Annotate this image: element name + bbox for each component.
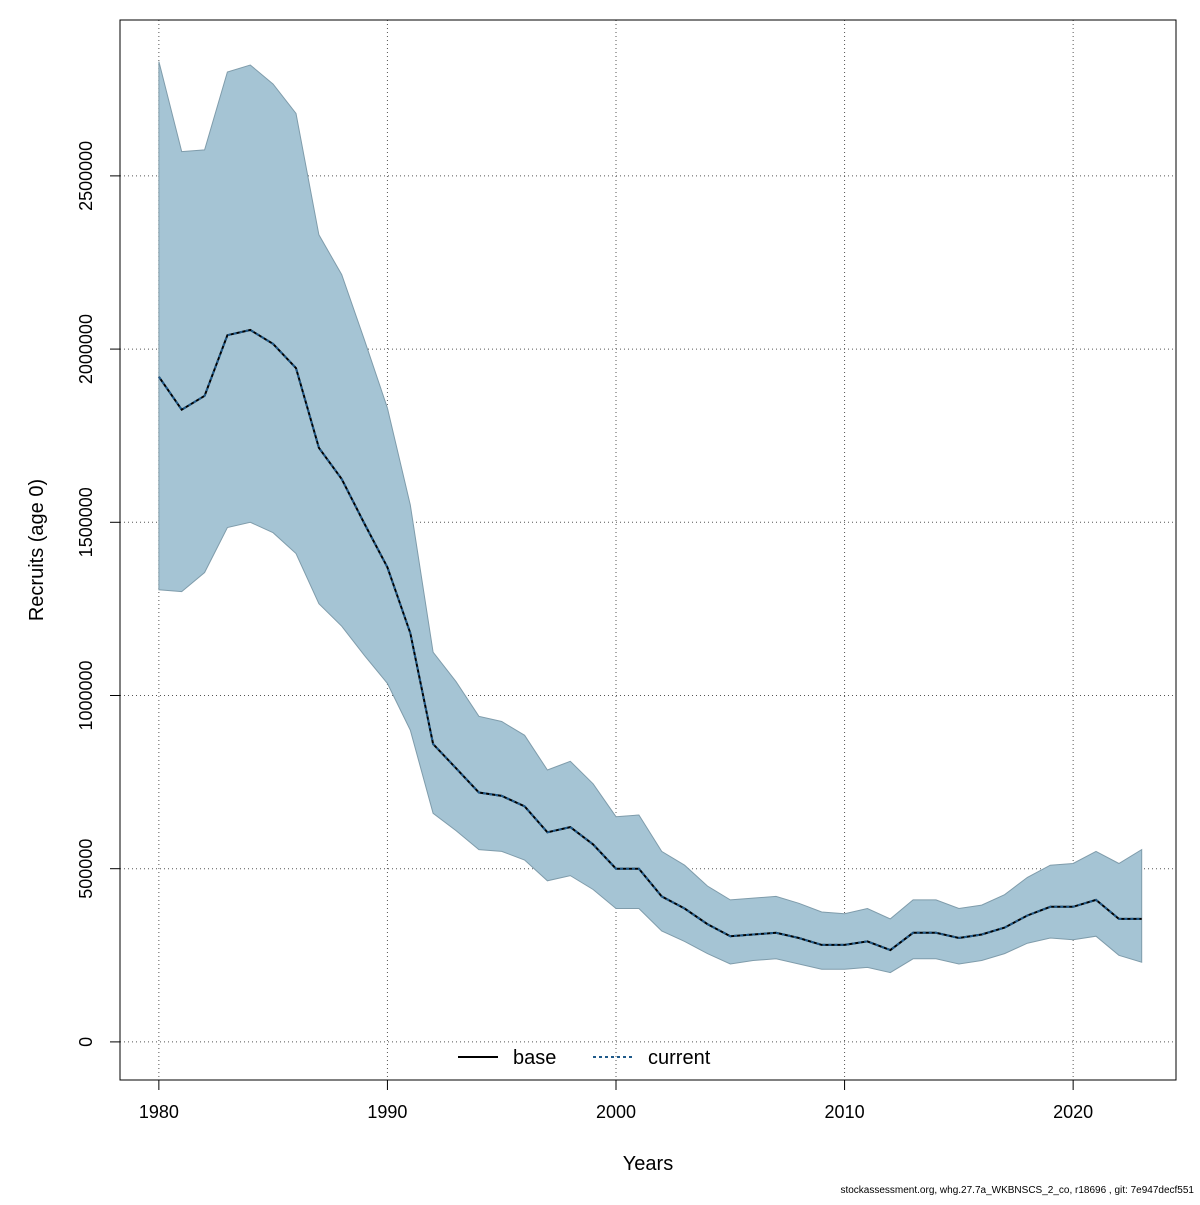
series-lines [158, 328, 1142, 952]
confidence-band [158, 61, 1143, 974]
x-tick-label-2020: 2020 [1053, 1102, 1093, 1122]
x-axis-title: Years [623, 1153, 673, 1175]
legend: base current [458, 1047, 711, 1069]
axes: 1980 1990 2000 2010 2020 0 500000 1000000 150000… [76, 141, 1093, 1122]
legend-label-current: current [648, 1047, 711, 1069]
x-tick-label-1990: 1990 [367, 1102, 407, 1122]
x-tick-label-2010: 2010 [825, 1102, 865, 1122]
y-tick-label-500000: 500000 [76, 839, 96, 899]
legend-label-base: base [513, 1047, 556, 1069]
confidence-band-group [158, 61, 1143, 974]
y-tick-label-2000000: 2000000 [76, 314, 96, 384]
source-footnote: stockassessment.org, whg.27.7a_WKBNSCS_2… [840, 1185, 1194, 1196]
x-tick-label-1980: 1980 [139, 1102, 179, 1122]
y-tick-label-0: 0 [76, 1037, 96, 1047]
y-tick-label-1500000: 1500000 [76, 487, 96, 557]
series-line-current [158, 328, 1142, 952]
y-tick-label-1000000: 1000000 [76, 660, 96, 730]
y-tick-label-2500000: 2500000 [76, 141, 96, 211]
x-tick-label-2000: 2000 [596, 1102, 636, 1122]
y-axis-title: Recruits (age 0) [26, 479, 48, 621]
